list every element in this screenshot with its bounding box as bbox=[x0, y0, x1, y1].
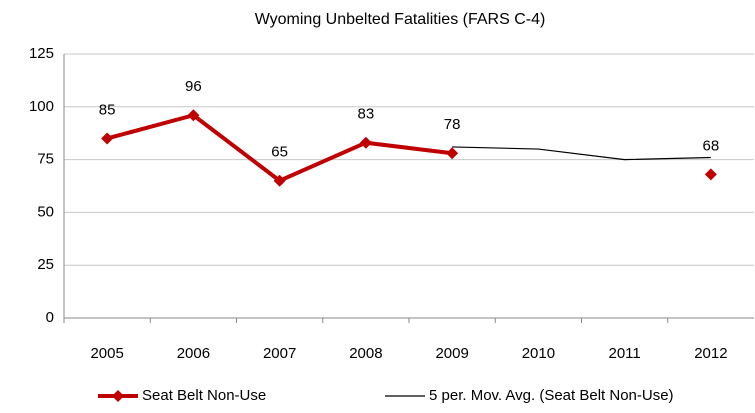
series-line bbox=[107, 115, 711, 180]
chart-title: Wyoming Unbelted Fatalities (FARS C-4) bbox=[255, 11, 546, 28]
x-tick-label: 2007 bbox=[263, 345, 296, 362]
x-tick-label: 2008 bbox=[349, 345, 382, 362]
x-tick-label: 2011 bbox=[608, 345, 640, 362]
data-label: 85 bbox=[99, 101, 116, 118]
data-label: 68 bbox=[703, 137, 720, 154]
y-tick-label: 25 bbox=[37, 256, 54, 273]
y-tick-label: 75 bbox=[37, 151, 54, 168]
y-tick-label: 0 bbox=[46, 309, 54, 326]
legend-label: Seat Belt Non-Use bbox=[142, 387, 266, 404]
point-marker bbox=[704, 168, 717, 181]
y-tick-label: 125 bbox=[29, 45, 54, 62]
point-marker bbox=[273, 174, 286, 187]
y-tick-label: 100 bbox=[29, 98, 54, 115]
y-tick-label: 50 bbox=[37, 203, 54, 220]
point-marker bbox=[101, 132, 114, 145]
legend-label: 5 per. Mov. Avg. (Seat Belt Non-Use) bbox=[429, 387, 674, 404]
data-label: 96 bbox=[185, 78, 202, 95]
x-tick-label: 2006 bbox=[177, 345, 210, 362]
point-marker bbox=[446, 147, 459, 160]
x-tick-label: 2009 bbox=[435, 345, 468, 362]
x-tick-label: 2012 bbox=[694, 345, 727, 362]
data-label: 83 bbox=[358, 106, 375, 123]
data-label: 65 bbox=[271, 144, 288, 161]
x-tick-label: 2010 bbox=[522, 345, 555, 362]
point-marker bbox=[359, 136, 372, 149]
legend-marker bbox=[112, 390, 124, 402]
x-tick-label: 2005 bbox=[90, 345, 123, 362]
series-line bbox=[452, 146, 711, 161]
point-marker bbox=[187, 109, 200, 122]
data-label: 78 bbox=[444, 116, 461, 133]
